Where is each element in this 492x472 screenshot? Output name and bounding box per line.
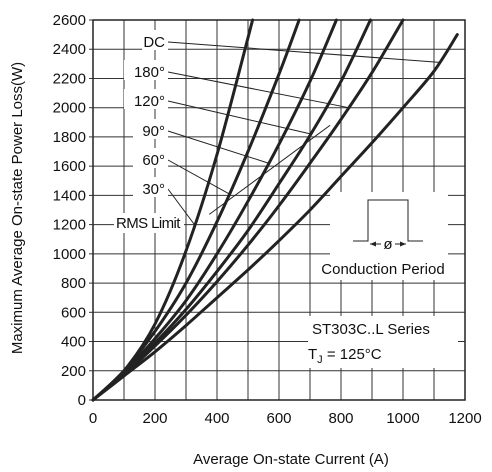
- y-tick-label: 2400: [53, 41, 86, 58]
- y-tick-label: 800: [61, 275, 86, 292]
- tj-subscript: J: [317, 354, 323, 366]
- label-background: [133, 148, 168, 168]
- x-tick-label: 200: [142, 410, 167, 427]
- y-tick-label: 1600: [53, 158, 86, 175]
- series-label-180deg: 180°: [134, 64, 165, 81]
- label-background: [133, 119, 168, 139]
- curve-30deg: [91, 18, 255, 402]
- series-name-label: ST303C..L Series: [312, 321, 430, 338]
- rms-label-background: [114, 213, 184, 233]
- phi-label: ø: [383, 236, 392, 253]
- conduction-pulse: [353, 199, 423, 242]
- phi-arrow-left: [370, 241, 376, 247]
- x-tick-label: 400: [204, 410, 229, 427]
- y-tick-label: 200: [61, 363, 86, 380]
- grid-layer: [92, 19, 466, 401]
- series-label-dc: DC: [143, 34, 165, 51]
- leader-30deg: [167, 188, 195, 225]
- x-tick-label: 600: [266, 410, 291, 427]
- y-tick-label: 1400: [53, 187, 86, 204]
- x-tick-label: 1000: [386, 410, 419, 427]
- conduction-period-inset: ø Conduction Period: [321, 192, 448, 280]
- label-background: [124, 60, 168, 80]
- curve-180deg: [91, 18, 405, 402]
- x-tick-label: 1200: [448, 410, 481, 427]
- leader-120deg: [167, 100, 311, 135]
- y-tick-label: 600: [61, 304, 86, 321]
- y-tick-label: 1200: [53, 217, 86, 234]
- rms-limit-layer: RMS Limit: [114, 124, 331, 233]
- plot-frame: [92, 19, 466, 401]
- y-tick-label: 1000: [53, 246, 86, 263]
- y-tick-label: 2000: [53, 100, 86, 117]
- curve-dc: [91, 33, 459, 402]
- leader-dc: [167, 41, 440, 63]
- x-tick-labels: 0 200 400 600 800 1000 1200: [89, 410, 482, 427]
- series-label-90deg: 90°: [142, 123, 165, 140]
- conduction-period-label: Conduction Period: [321, 261, 444, 278]
- x-tick-label: 800: [328, 410, 353, 427]
- label-background: [124, 89, 168, 109]
- rms-limit-label: RMS Limit: [116, 215, 181, 232]
- series-label-30deg: 30°: [142, 181, 165, 198]
- y-axis-title: Maximum Average On-state Power Loss(W): [9, 62, 26, 354]
- tj-symbol: T: [308, 346, 317, 363]
- phi-arrow-right: [400, 241, 406, 247]
- tj-value: = 125°C: [323, 346, 382, 363]
- device-note: ST303C..L Series TJ = 125°C: [308, 316, 458, 368]
- rms-limit-line: [208, 124, 331, 215]
- leader-180deg: [167, 71, 349, 109]
- device-note-background: [308, 316, 458, 368]
- x-axis-title: Average On-state Current (A): [193, 451, 389, 468]
- series-label-120deg: 120°: [134, 93, 165, 110]
- y-tick-label: 0: [78, 392, 86, 409]
- x-tick-label: 0: [89, 410, 97, 427]
- label-background: [142, 30, 168, 50]
- y-tick-label: 400: [61, 334, 86, 351]
- junction-temperature-label: TJ = 125°C: [308, 346, 382, 366]
- y-tick-label: 2600: [53, 12, 86, 29]
- leader-90deg: [167, 130, 269, 164]
- y-tick-label: 2200: [53, 70, 86, 87]
- phi-knockout: [381, 236, 395, 250]
- label-background: [133, 177, 168, 197]
- series-label-60deg: 60°: [142, 152, 165, 169]
- leader-60deg: [167, 159, 230, 195]
- y-tick-label: 1800: [53, 129, 86, 146]
- series-label-layer: 30° 60° 90° 120° 180° DC: [124, 30, 440, 225]
- y-tick-labels: 0 200 400 600 800 1000 1200 1400 1600 1800 2000 220…: [53, 12, 93, 409]
